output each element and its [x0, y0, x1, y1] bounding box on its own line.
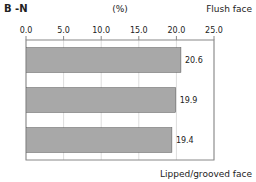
plot-frame [26, 40, 214, 160]
tick-mark [214, 36, 215, 40]
annotation: Lipped/grooved face [160, 169, 253, 179]
x-axis-label: (%) [112, 4, 128, 14]
data-label: 19.9 [180, 96, 198, 105]
tick-mark [101, 36, 102, 40]
tick-mark [26, 36, 27, 40]
tick-label: 20.0 [167, 26, 185, 35]
bars [26, 48, 181, 153]
tick-label: 0.0 [20, 26, 33, 35]
data-label: 19.4 [176, 136, 194, 145]
tick-label: 10.0 [92, 26, 110, 35]
grid [26, 40, 214, 160]
tick-label: 25.0 [205, 26, 223, 35]
bar [26, 88, 176, 113]
tick-mark [176, 36, 177, 40]
tick-mark [63, 36, 64, 40]
title: B -N [4, 3, 28, 14]
tick-label: 5.0 [57, 26, 70, 35]
tick-mark [138, 36, 139, 40]
annotation: Flush face [206, 4, 252, 14]
chart: B -N (%) Flush face Lipped/grooved face 0.0 5… [0, 0, 256, 182]
bar [26, 128, 172, 153]
bar [26, 48, 181, 73]
data-label: 20.6 [185, 56, 203, 65]
tick-label: 15.0 [130, 26, 148, 35]
